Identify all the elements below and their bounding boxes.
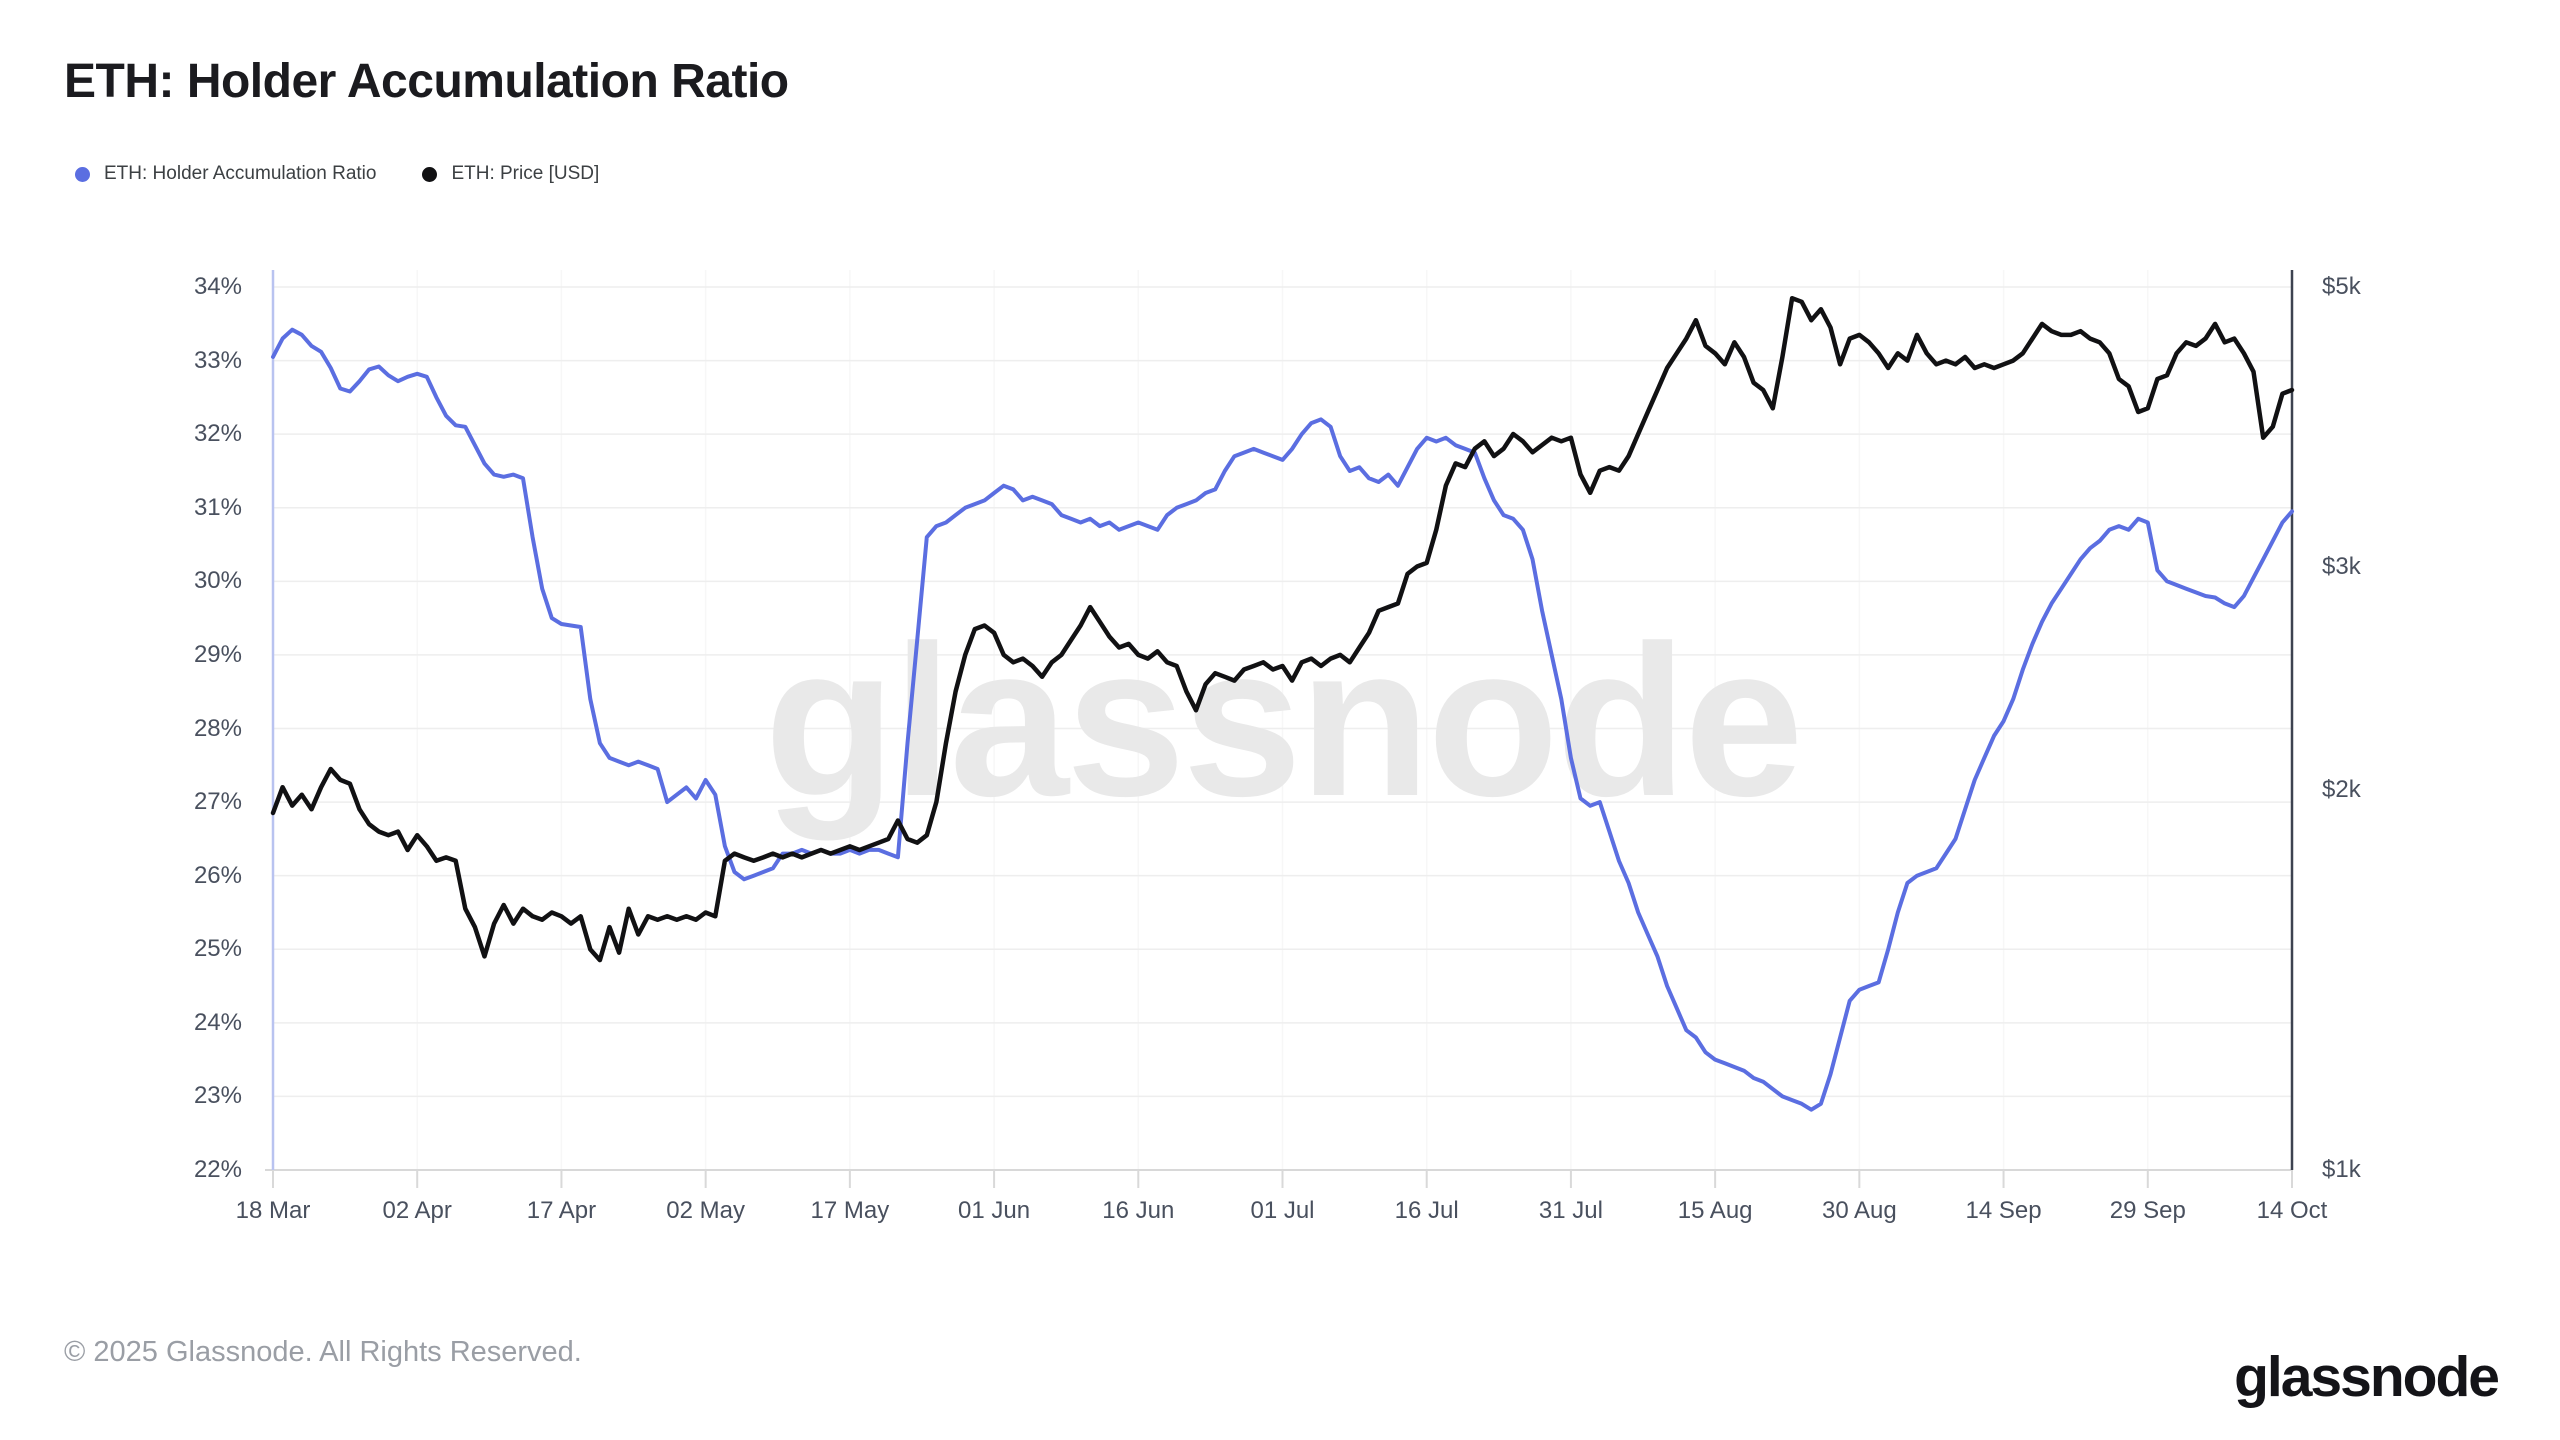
y-axis-tick-label-left: 31% — [193, 493, 242, 521]
y-axis-tick-label-left: 29% — [193, 640, 242, 668]
y-axis-tick-label-left: 33% — [193, 346, 242, 374]
x-axis-tick-label: 02 Apr — [382, 1197, 452, 1224]
footer-copyright: © 2025 Glassnode. All Rights Reserved. — [64, 1336, 582, 1368]
y-axis-tick-label-left: 30% — [193, 567, 242, 595]
x-axis-tick-label: 30 Aug — [1821, 1197, 1897, 1224]
x-axis-tick-label: 02 May — [666, 1197, 745, 1224]
y-axis-tick-label-right: $1k — [2322, 1156, 2361, 1183]
x-axis-tick-label: 18 Mar — [235, 1197, 311, 1224]
y-axis-tick-label-left: 32% — [193, 420, 242, 448]
plot-area[interactable] — [273, 270, 2292, 1170]
y-axis-tick-label-left: 26% — [193, 861, 242, 889]
y-axis-tick-label-left: 24% — [193, 1008, 242, 1036]
x-axis-tick-label: 01 Jul — [1250, 1197, 1315, 1224]
y-axis-tick-label-left: 27% — [193, 788, 242, 816]
y-axis-tick-label-right: $3k — [2322, 553, 2361, 581]
legend-dot-ratio-icon — [75, 166, 90, 182]
y-axis-tick-label-right: $5k — [2322, 273, 2361, 300]
y-axis-tick-label-left: 25% — [193, 935, 242, 963]
x-axis-tick-label: 15 Aug — [1677, 1197, 1753, 1224]
y-axis-tick-label-left: 34% — [193, 273, 242, 300]
x-axis-tick-label: 01 Jun — [958, 1197, 1031, 1224]
x-axis-tick-label: 29 Sep — [2109, 1197, 2186, 1224]
series-line-holder-accumulation-ratio — [271, 327, 2294, 1112]
x-axis-tick-label: 14 Oct — [2256, 1197, 2328, 1224]
series-line-eth-price — [270, 295, 2295, 963]
page-title: ETH: Holder Accumulation Ratio — [64, 55, 789, 108]
x-axis-tick-label: 31 Jul — [1538, 1197, 1603, 1224]
legend-label-ratio: ETH: Holder Accumulation Ratio — [104, 163, 377, 184]
x-axis-tick-label: 17 Apr — [526, 1197, 597, 1224]
glassnode-logo: glassnode — [2234, 1345, 2500, 1409]
y-axis-tick-label-right: $2k — [2322, 775, 2361, 803]
legend-dot-price-icon — [422, 166, 438, 182]
x-axis-tick-label: 17 May — [810, 1197, 890, 1224]
x-axis-tick-label: 16 Jul — [1394, 1197, 1459, 1224]
legend-label-price: ETH: Price [USD] — [451, 163, 600, 184]
x-axis-tick-label: 14 Sep — [1965, 1197, 2042, 1224]
y-axis-tick-label-left: 22% — [193, 1156, 242, 1183]
x-axis-tick-label: 16 Jun — [1102, 1197, 1175, 1224]
y-axis-tick-label-left: 28% — [193, 714, 242, 742]
chart-legend: ETH: Holder Accumulation Ratio ETH: Pric… — [75, 160, 599, 188]
legend-item-price[interactable]: ETH: Price [USD] — [422, 163, 599, 185]
y-axis-tick-label-left: 23% — [193, 1082, 242, 1110]
legend-item-ratio[interactable]: ETH: Holder Accumulation Ratio — [75, 163, 376, 185]
